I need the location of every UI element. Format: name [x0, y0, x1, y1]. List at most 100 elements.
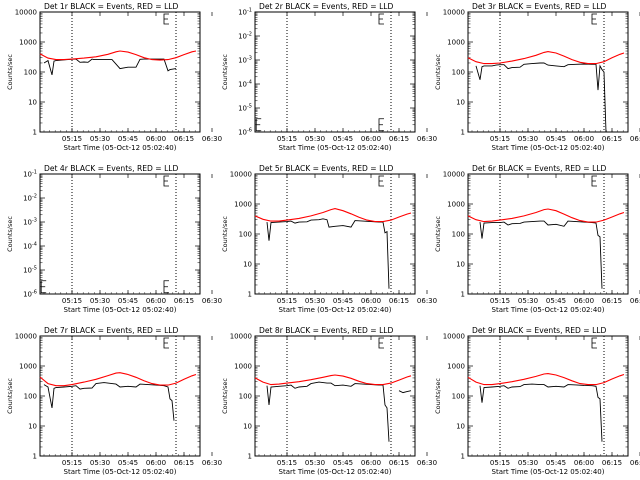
- y-tick-label: 1000: [19, 39, 37, 47]
- bracket-marker: [163, 175, 169, 187]
- y-tick-label: 1: [248, 453, 252, 461]
- x-axis-label: Start Time (05-Oct-12 05:02:40): [279, 468, 392, 476]
- x-tick-label: 06:00: [361, 297, 381, 305]
- y-tick-label: 10000: [230, 171, 252, 179]
- y-tick-label: 10-4: [238, 80, 252, 89]
- x-tick-label: 06:15: [389, 297, 409, 305]
- x-tick-label: 05:15: [277, 297, 297, 305]
- y-tick-label: 10-3: [23, 218, 37, 227]
- y-tick-label: 1000: [19, 363, 37, 371]
- x-tick-label: 06:00: [361, 459, 381, 467]
- x-tick-label: 06:00: [361, 135, 381, 143]
- x-axis-label: Start Time (05-Oct-12 05:02:40): [279, 306, 392, 314]
- x-tick-label: 06:15: [602, 135, 622, 143]
- y-tick-label: 10: [456, 99, 465, 107]
- y-axis-label: Counts/sec: [434, 378, 442, 414]
- y-axis-label: Counts/sec: [221, 54, 229, 90]
- y-tick-label: 100: [24, 393, 37, 401]
- y-tick-label: 10-1: [23, 170, 37, 179]
- x-tick-label: 05:45: [546, 297, 566, 305]
- y-tick-label: 10000: [443, 171, 465, 179]
- x-axis-label: Start Time (05-Oct-12 05:02:40): [64, 468, 177, 476]
- plot-frame: [39, 173, 201, 295]
- lld-series-line: [467, 373, 625, 386]
- lld-series-line: [467, 51, 625, 65]
- x-axis-label: Start Time (05-Oct-12 05:02:40): [64, 306, 177, 314]
- y-axis-label: Counts/sec: [221, 216, 229, 252]
- x-tick-label: 05:30: [305, 297, 325, 305]
- y-axis-label: Counts/sec: [6, 216, 14, 252]
- x-tick-label: 06:00: [574, 297, 594, 305]
- y-tick-label: 10-2: [23, 194, 37, 203]
- y-tick-label: 10: [28, 99, 37, 107]
- y-tick-label: 100: [239, 393, 252, 401]
- y-tick-label: 100: [239, 231, 252, 239]
- x-tick-label: 06:00: [574, 135, 594, 143]
- x-axis-label: Start Time (05-Oct-12 05:02:40): [492, 306, 605, 314]
- x-tick-label: 06:15: [389, 459, 409, 467]
- bracket-marker: [163, 280, 169, 294]
- events-series-line: [43, 58, 177, 76]
- x-tick-label: 06:30: [202, 459, 222, 467]
- x-tick-label: 05:30: [90, 297, 110, 305]
- y-axis-label: Counts/sec: [6, 378, 14, 414]
- y-tick-label: 1000: [234, 201, 252, 209]
- y-tick-label: 100: [452, 69, 465, 77]
- lld-series-line: [467, 208, 625, 223]
- x-tick-label: 05:30: [518, 135, 538, 143]
- x-tick-label: 05:15: [490, 297, 510, 305]
- y-tick-label: 10: [243, 261, 252, 269]
- det-2r-panel: Det 2r BLACK = Events, RED = LLD 10-6 10-5…: [221, 2, 437, 152]
- panel-title: Det 9r BLACK = Events, RED = LLD: [472, 326, 607, 335]
- y-tick-label: 10: [28, 423, 37, 431]
- y-tick-label: 10-5: [238, 104, 252, 113]
- lld-series-line: [39, 372, 197, 387]
- x-axis-label: Start Time (05-Oct-12 05:02:40): [279, 144, 392, 152]
- x-tick-label: 06:15: [174, 297, 194, 305]
- bracket-marker: [163, 337, 169, 349]
- events-series-line: [479, 220, 603, 289]
- x-tick-label: 06:00: [146, 135, 166, 143]
- y-tick-label: 100: [24, 69, 37, 77]
- x-tick-label: 06:15: [174, 459, 194, 467]
- events-series-line: [266, 218, 390, 289]
- lld-series-line: [254, 208, 412, 223]
- det-5r-panel: Det 5r BLACK = Events, RED = LLD 1 10 100 10…: [221, 164, 437, 314]
- bracket-marker: [591, 13, 597, 25]
- det-7r-panel: Det 7r BLACK = Events, RED = LLD 1 10 100 10…: [6, 326, 222, 476]
- panel-title: Det 5r BLACK = Events, RED = LLD: [259, 164, 394, 173]
- x-tick-label: 05:45: [546, 459, 566, 467]
- y-tick-label: 1: [461, 453, 465, 461]
- x-tick-label: 06:15: [602, 297, 622, 305]
- x-axis-label: Start Time (05-Oct-12 05:02:40): [492, 144, 605, 152]
- y-axis-label: Counts/sec: [434, 216, 442, 252]
- x-tick-label: 06:30: [630, 459, 640, 467]
- y-tick-label: 10000: [443, 333, 465, 341]
- panel-title: Det 3r BLACK = Events, RED = LLD: [472, 2, 607, 11]
- x-axis-label: Start Time (05-Oct-12 05:02:40): [492, 468, 605, 476]
- x-tick-label: 05:30: [518, 297, 538, 305]
- bracket-marker: [591, 337, 597, 349]
- x-tick-label: 06:30: [417, 135, 437, 143]
- x-tick-label: 05:30: [90, 135, 110, 143]
- bracket-marker: [591, 175, 597, 187]
- x-tick-label: 05:15: [490, 135, 510, 143]
- x-tick-label: 06:15: [174, 135, 194, 143]
- y-tick-label: 10-6: [238, 128, 252, 137]
- x-tick-label: 05:15: [277, 135, 297, 143]
- events-series-line: [43, 382, 175, 421]
- panel-title: Det 7r BLACK = Events, RED = LLD: [44, 326, 179, 335]
- x-tick-label: 06:15: [389, 135, 409, 143]
- x-tick-label: 05:15: [62, 135, 82, 143]
- x-tick-label: 06:15: [602, 459, 622, 467]
- panel-title: Det 8r BLACK = Events, RED = LLD: [259, 326, 394, 335]
- y-tick-label: 10-6: [23, 290, 37, 299]
- plot-frame: [254, 11, 416, 133]
- y-tick-label: 10-1: [238, 8, 252, 17]
- x-tick-label: 06:30: [630, 135, 640, 143]
- lld-series-line: [39, 50, 197, 61]
- y-axis-label: Counts/sec: [221, 378, 229, 414]
- panel-title: Det 2r BLACK = Events, RED = LLD: [259, 2, 394, 11]
- x-tick-label: 05:45: [118, 297, 138, 305]
- x-tick-label: 06:00: [146, 297, 166, 305]
